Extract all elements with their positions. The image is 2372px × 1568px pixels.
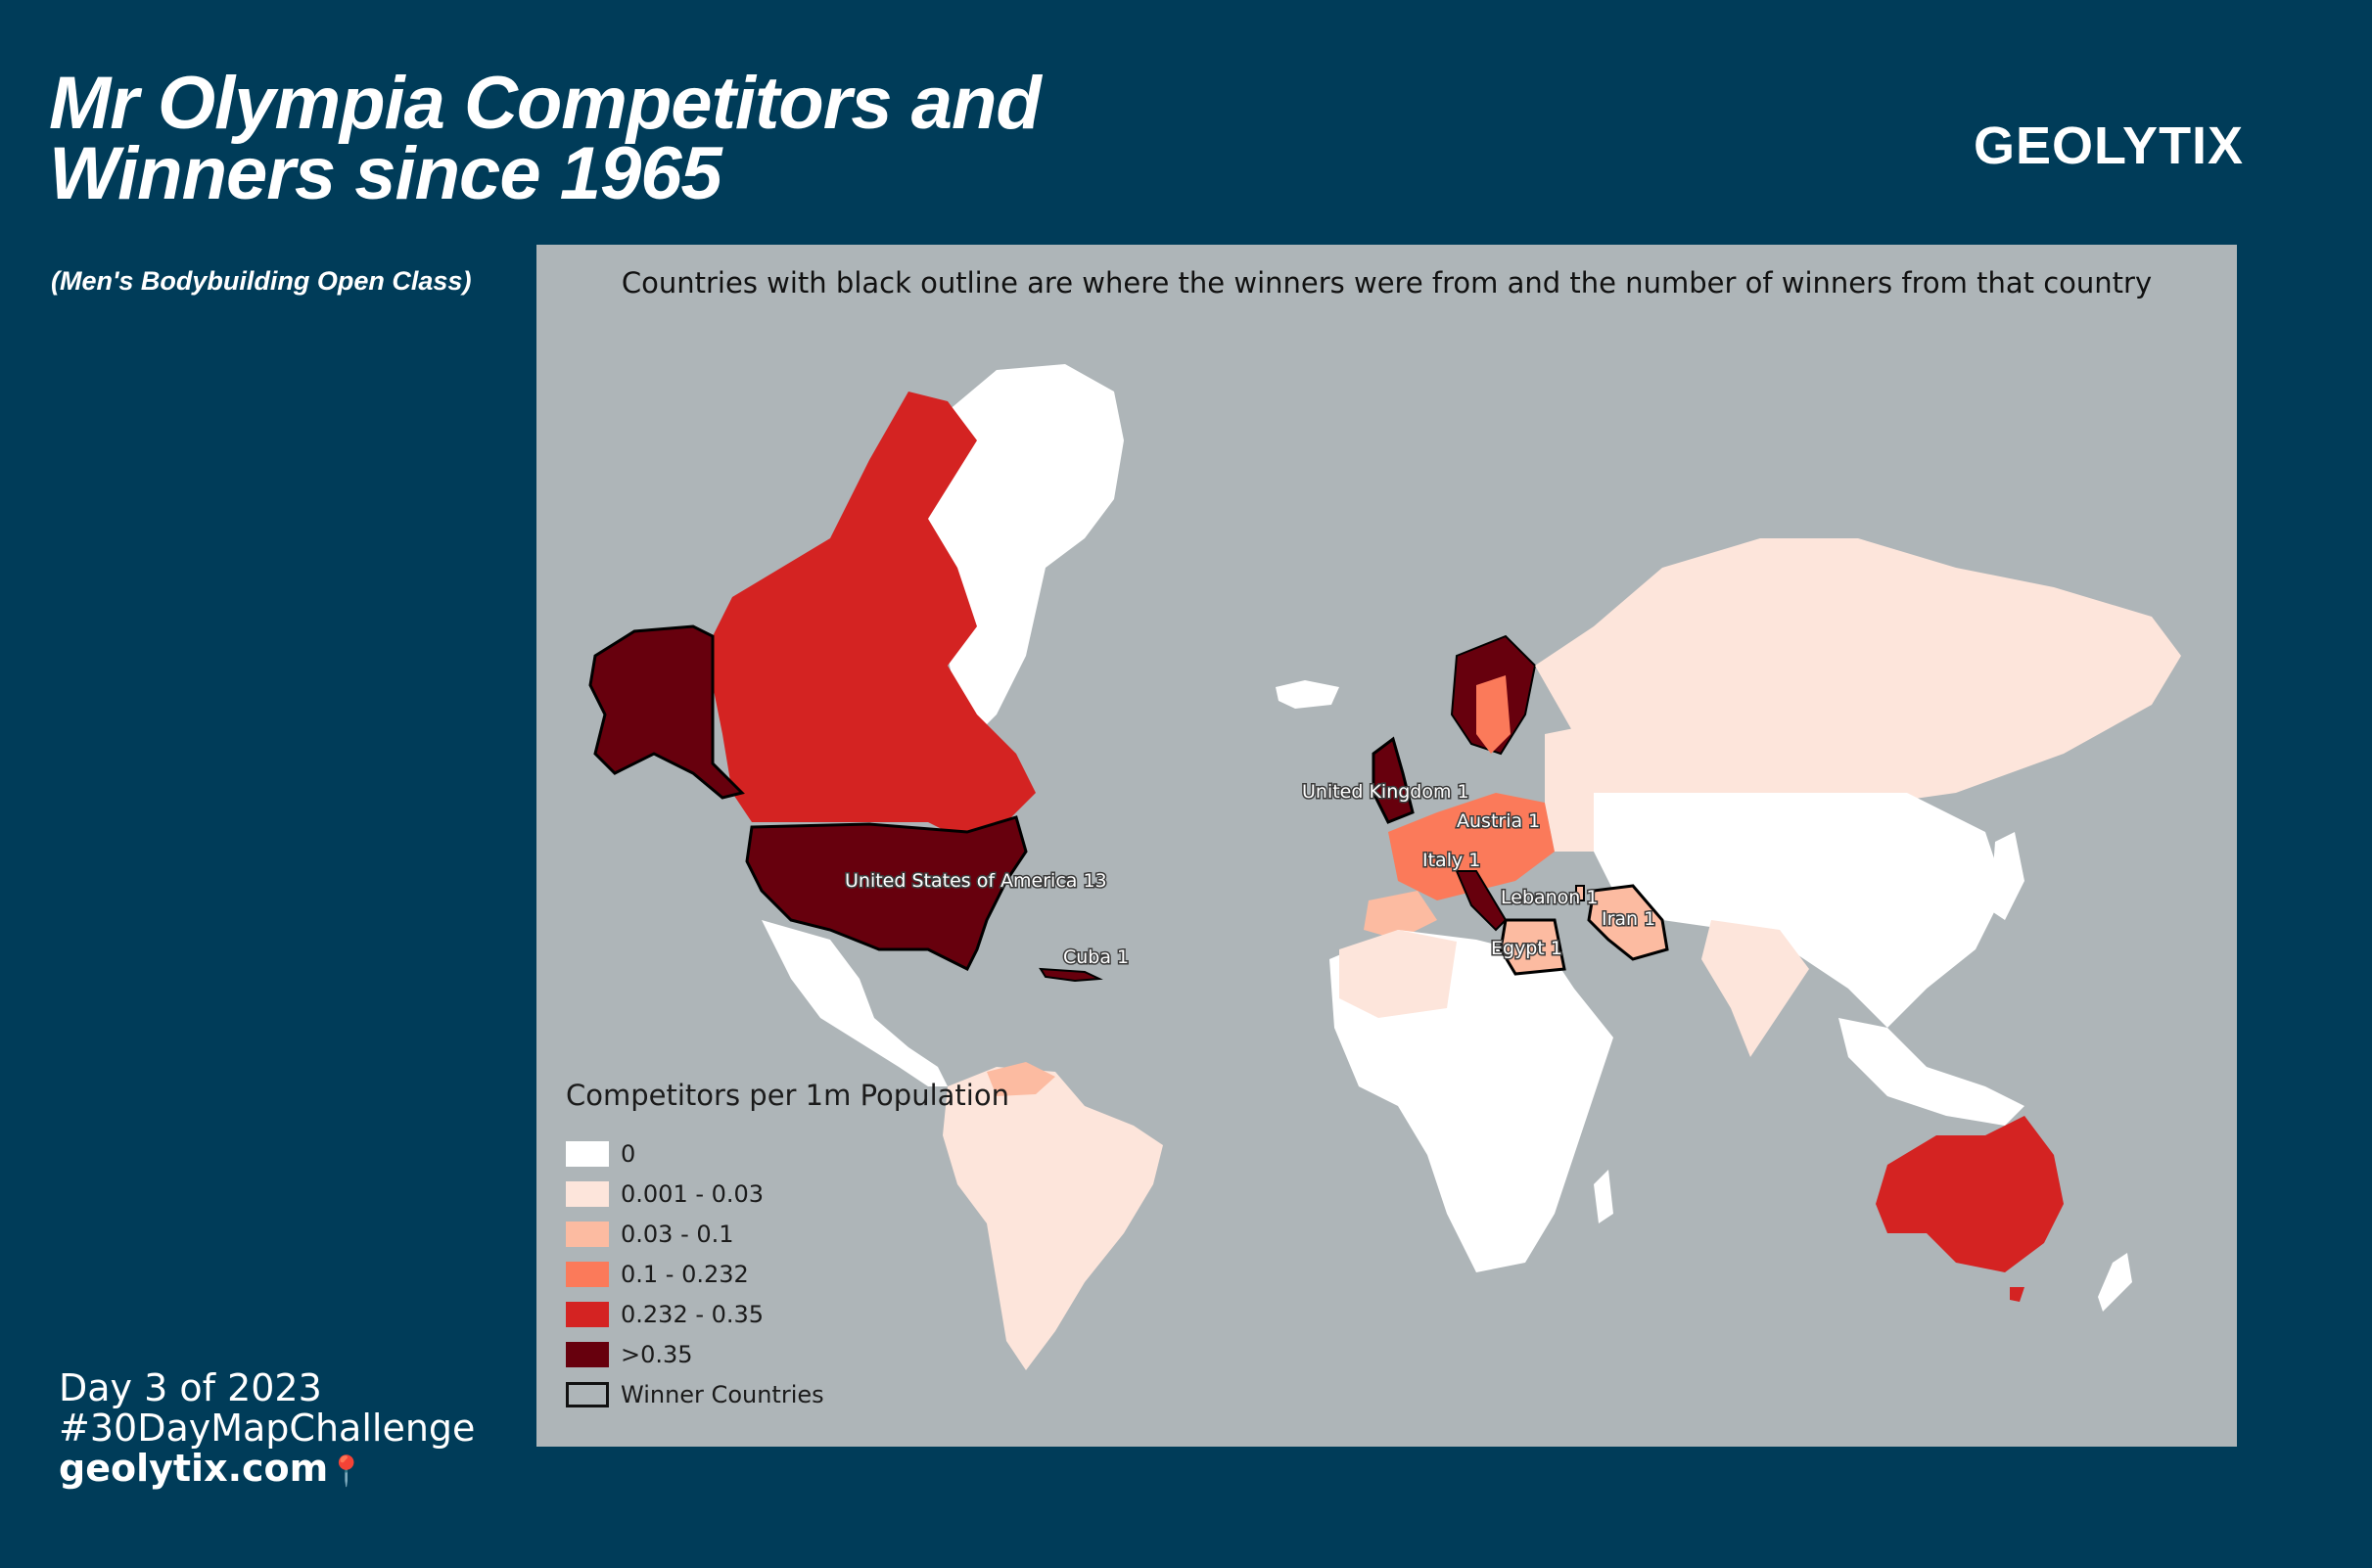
legend-item-winner: Winner Countries <box>566 1374 1009 1414</box>
title-line-1: Mr Olympia Competitors and <box>49 62 1042 145</box>
usa-shape <box>745 815 1028 972</box>
title-line-2: Winners since 1965 <box>49 132 722 215</box>
footer-day: Day 3 of 2023 <box>59 1366 322 1409</box>
australia-shape <box>1876 1116 2064 1272</box>
label-usa: United States of America 13 <box>845 870 1107 892</box>
footer: Day 3 of 2023 #30DayMapChallenge geolyti… <box>59 1368 475 1492</box>
legend-swatch <box>566 1140 609 1167</box>
label-iran: Iran 1 <box>1602 908 1655 930</box>
legend-label: 0.1 - 0.232 <box>621 1260 749 1288</box>
legend-item: 0.232 - 0.35 <box>566 1294 1009 1334</box>
india-shape <box>1701 920 1809 1057</box>
russia-shape <box>1535 538 2181 803</box>
legend-item: 0 <box>566 1133 1009 1174</box>
canada-shape <box>713 392 1036 842</box>
label-cuba: Cuba 1 <box>1063 946 1129 968</box>
map-pin-icon: 📍 <box>328 1454 365 1489</box>
lebanon-shape <box>1575 885 1585 901</box>
cuba-shape <box>1039 967 1103 983</box>
footer-hashtag: #30DayMapChallenge <box>59 1407 476 1450</box>
footer-site: geolytix.com <box>59 1447 329 1490</box>
legend-label: 0 <box>621 1139 636 1168</box>
mexico-shape <box>762 920 948 1086</box>
legend-swatch <box>566 1180 609 1207</box>
legend-label: >0.35 <box>621 1340 693 1368</box>
legend-item: 0.1 - 0.232 <box>566 1254 1009 1294</box>
legend-item: 0.03 - 0.1 <box>566 1214 1009 1254</box>
japan-shape <box>1990 832 2024 920</box>
label-uk: United Kingdom 1 <box>1302 781 1469 803</box>
alaska-shape <box>588 624 745 800</box>
world-map: United States of America 13 United Kingd… <box>588 364 2181 1370</box>
legend-swatch <box>566 1261 609 1287</box>
uk-shape <box>1372 736 1415 824</box>
label-austria: Austria 1 <box>1457 810 1540 832</box>
tasmania-shape <box>2010 1287 2024 1302</box>
map-annotation: Countries with black outline are where t… <box>621 266 2153 300</box>
legend-label: 0.03 - 0.1 <box>621 1220 734 1248</box>
italy-shape <box>1455 870 1508 932</box>
page-subtitle: (Men's Bodybuilding Open Class) <box>51 266 472 296</box>
page-title: Mr Olympia Competitors and Winners since … <box>49 67 1042 211</box>
legend-item: 0.001 - 0.03 <box>566 1174 1009 1214</box>
legend-title: Competitors per 1m Population <box>566 1079 1009 1112</box>
legend-swatch <box>566 1221 609 1247</box>
asia-shape <box>1594 793 2005 1028</box>
north-africa-shape <box>1339 930 1457 1018</box>
venezuela-shape <box>987 1062 1055 1096</box>
label-lebanon: Lebanon 1 <box>1501 887 1598 908</box>
iran-shape <box>1587 884 1669 961</box>
madagascar-shape <box>1594 1170 1613 1223</box>
africa-shape <box>1329 930 1613 1272</box>
legend-swatch <box>566 1341 609 1367</box>
legend-label: 0.232 - 0.35 <box>621 1300 765 1328</box>
iberia-shape <box>1364 891 1437 940</box>
new-zealand-shape <box>2098 1253 2132 1312</box>
map-panel: United States of America 13 United Kingd… <box>536 245 2237 1447</box>
iceland-shape <box>1276 680 1339 709</box>
label-italy: Italy 1 <box>1422 850 1480 871</box>
sweden-shape <box>1476 675 1511 754</box>
legend: Competitors per 1m Population 0 0.001 - … <box>566 1079 1009 1414</box>
legend-label: 0.001 - 0.03 <box>621 1179 765 1208</box>
brand-logo: GEOLYTIX <box>1974 116 2245 175</box>
southeast-asia-shape <box>1838 1018 2024 1126</box>
egypt-shape <box>1499 918 1566 976</box>
legend-outline-swatch <box>566 1381 609 1407</box>
legend-item: >0.35 <box>566 1334 1009 1374</box>
label-egypt: Egypt 1 <box>1491 938 1562 959</box>
western-europe-shape <box>1388 793 1555 900</box>
legend-swatch <box>566 1301 609 1327</box>
south-america-shape <box>943 1067 1163 1370</box>
legend-label: Winner Countries <box>621 1380 824 1408</box>
